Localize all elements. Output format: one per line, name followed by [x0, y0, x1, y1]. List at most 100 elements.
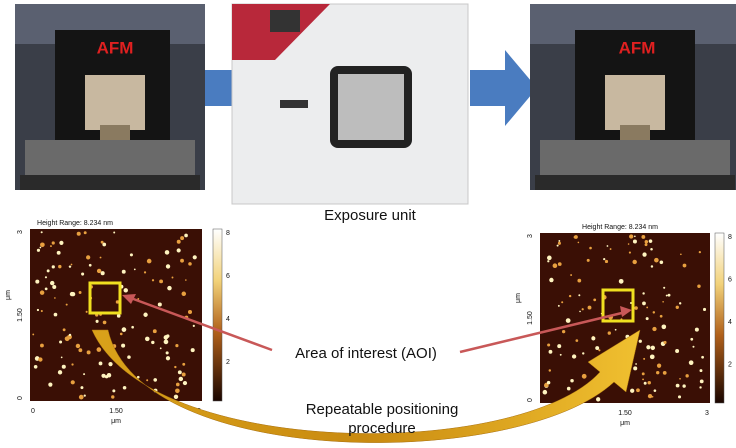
- particle: [185, 279, 187, 281]
- particle: [547, 260, 549, 262]
- particle: [71, 363, 73, 365]
- colorbar-tick: 6: [728, 276, 732, 283]
- particle: [78, 348, 82, 352]
- particle: [182, 372, 186, 376]
- particle: [100, 257, 102, 259]
- particle: [37, 309, 39, 311]
- particle: [59, 241, 63, 245]
- particle: [558, 305, 560, 307]
- afm-label: AFM: [97, 38, 134, 57]
- particle: [178, 370, 182, 374]
- particle: [566, 318, 571, 323]
- particle: [643, 358, 645, 360]
- particle: [151, 341, 154, 344]
- y-tick-label: 3: [17, 230, 24, 234]
- particle: [97, 347, 102, 352]
- particle: [124, 288, 128, 292]
- particle: [180, 259, 184, 263]
- particle: [77, 232, 81, 236]
- particle: [558, 262, 562, 266]
- particle: [96, 320, 99, 323]
- particle: [61, 357, 63, 359]
- particle: [654, 389, 657, 392]
- particle: [547, 256, 552, 261]
- arrow: [470, 50, 537, 126]
- particle: [695, 328, 699, 332]
- particle: [70, 292, 74, 296]
- particle: [680, 253, 682, 255]
- particle: [685, 374, 688, 377]
- particle: [703, 308, 706, 311]
- particle: [103, 321, 107, 325]
- particle: [635, 363, 637, 365]
- particle: [117, 314, 121, 318]
- particle: [557, 245, 559, 247]
- particle: [569, 295, 571, 297]
- particle: [89, 264, 92, 267]
- particle: [182, 363, 185, 366]
- particle: [52, 265, 55, 268]
- figure: AFM Exposure unit AFM Height Range: 8.23…: [0, 0, 736, 448]
- particle: [122, 270, 126, 274]
- particle: [651, 265, 653, 267]
- particle: [679, 302, 681, 304]
- particle: [560, 354, 562, 356]
- particle: [188, 262, 192, 266]
- particle: [69, 265, 71, 267]
- particle: [164, 340, 169, 345]
- particle: [642, 252, 646, 256]
- particle: [700, 369, 703, 372]
- particle: [636, 388, 640, 392]
- particle: [175, 344, 178, 347]
- particle: [657, 364, 661, 368]
- particle: [62, 365, 66, 369]
- particle: [668, 294, 671, 297]
- particle: [699, 386, 701, 388]
- particle: [66, 304, 68, 306]
- y-tick-label: 1.50: [527, 311, 534, 325]
- particle: [699, 251, 701, 253]
- particle: [158, 302, 162, 306]
- particle: [35, 280, 39, 284]
- particle: [629, 234, 633, 238]
- particle: [130, 253, 133, 256]
- particle: [582, 374, 587, 379]
- x-axis-label: μm: [620, 420, 630, 427]
- particle: [63, 328, 66, 331]
- particle: [54, 313, 58, 317]
- particle: [40, 344, 44, 348]
- particle: [578, 242, 580, 244]
- particle: [41, 310, 43, 312]
- particle: [639, 340, 642, 343]
- afm-photo: AFM: [530, 4, 736, 190]
- particle: [40, 290, 45, 295]
- particle: [134, 268, 136, 270]
- particle: [633, 240, 637, 244]
- particle: [629, 251, 631, 253]
- particle: [79, 395, 84, 400]
- particle: [650, 248, 653, 251]
- particle: [152, 279, 154, 281]
- particle: [65, 336, 70, 341]
- particle: [648, 394, 652, 398]
- particle: [644, 382, 647, 385]
- particle: [58, 370, 62, 374]
- particle: [543, 390, 548, 395]
- particle: [153, 329, 157, 333]
- particle: [111, 395, 114, 398]
- particle: [177, 240, 181, 244]
- particle: [177, 248, 181, 252]
- particle: [48, 383, 52, 387]
- particle: [561, 301, 563, 303]
- particle: [145, 337, 150, 342]
- particle: [595, 346, 599, 350]
- particle: [660, 260, 664, 264]
- particle: [127, 355, 131, 359]
- particle: [619, 279, 624, 284]
- particle: [175, 388, 180, 393]
- particle: [652, 396, 654, 398]
- particle: [50, 245, 52, 247]
- particle: [101, 241, 104, 244]
- particle: [664, 341, 667, 344]
- particle: [553, 263, 558, 268]
